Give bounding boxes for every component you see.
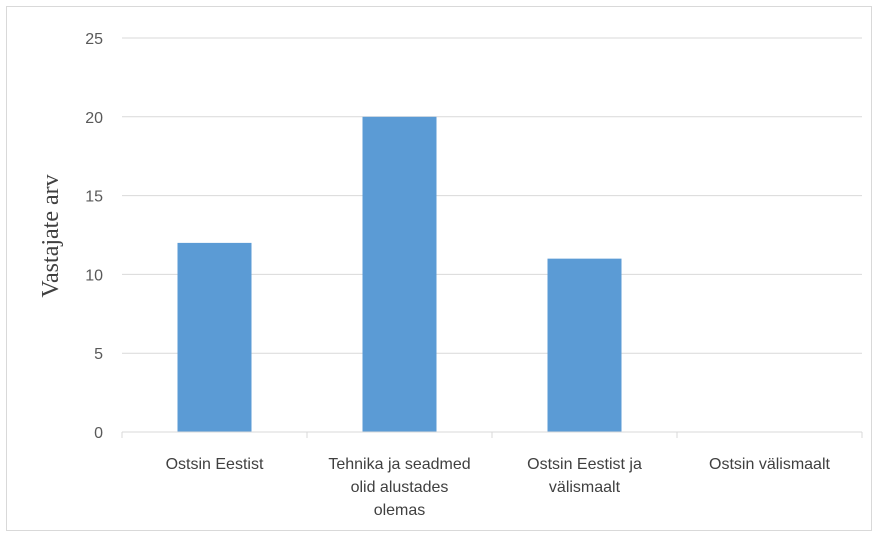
y-axis-ticks: 0 5 10 15 20 25 [85, 31, 103, 442]
bar-1 [177, 242, 252, 432]
y-tick-label: 25 [85, 31, 103, 48]
chart-frame [6, 6, 872, 531]
y-tick-label: 15 [85, 189, 103, 206]
bar-3 [547, 258, 622, 432]
y-tick-label: 20 [85, 110, 103, 127]
bars [177, 116, 622, 433]
y-tick-label: 5 [94, 346, 103, 363]
bar-2 [362, 116, 437, 433]
y-tick-label: 10 [85, 267, 103, 284]
x-axis-labels: Ostsin Eestist Tehnika ja seadmed olid alu… [166, 456, 831, 519]
x-tick-label: Ostsin Eestist [166, 456, 264, 473]
y-axis-label: Vastajate arv [38, 174, 64, 297]
x-tick-label: Ostsin välismaalt [709, 456, 830, 473]
x-tick-label: Ostsin Eestist ja välismaalt [527, 456, 642, 496]
x-axis [121, 431, 863, 438]
y-tick-label: 0 [94, 425, 103, 442]
x-tick-label: Tehnika ja seadmed olid alustades olemas [328, 456, 470, 519]
